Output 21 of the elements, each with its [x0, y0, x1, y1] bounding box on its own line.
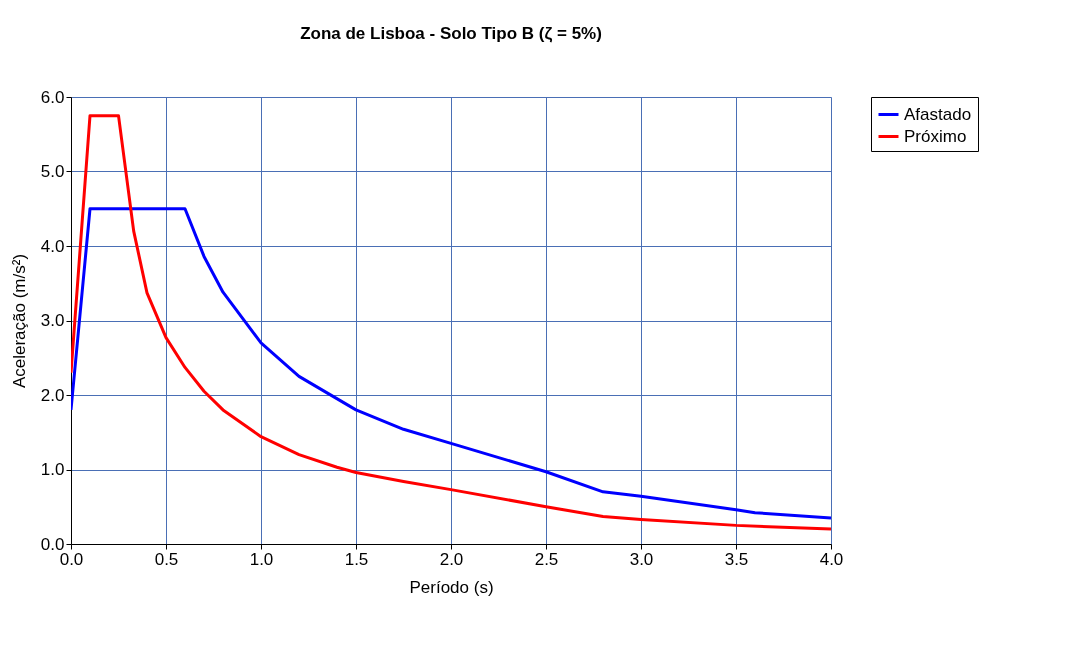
y-tick-label: 3.0 — [40, 311, 65, 330]
x-tick-label: 1.0 — [249, 549, 274, 569]
x-tick-label: 1.5 — [344, 549, 369, 569]
x-tick-label: 0.5 — [154, 549, 179, 569]
x-tick-label: 3.0 — [629, 549, 654, 569]
x-tick-label: 4.0 — [819, 549, 844, 569]
y-axis-title: Aceleração (m/s²) — [9, 253, 29, 389]
chart-title: Zona de Lisboa - Solo Tipo B (ζ = 5%) — [300, 24, 602, 43]
x-tick-label: 2.5 — [534, 549, 559, 569]
x-axis-title: Período (s) — [409, 577, 494, 597]
x-tick-label: 2.0 — [439, 549, 464, 569]
line-series — [71, 114, 831, 531]
x-tick-label: 3.5 — [724, 549, 749, 569]
y-tick-label: 4.0 — [40, 236, 65, 256]
y-tick-label: 1.0 — [40, 460, 65, 479]
y-tick-label: 2.0 — [40, 385, 65, 405]
y-tick-label: 5.0 — [40, 162, 65, 181]
y-tick-label: 6.0 — [40, 87, 65, 107]
legend-label: Afastado — [904, 104, 972, 124]
line-series — [71, 207, 831, 520]
legend-label: Próximo — [904, 126, 967, 146]
